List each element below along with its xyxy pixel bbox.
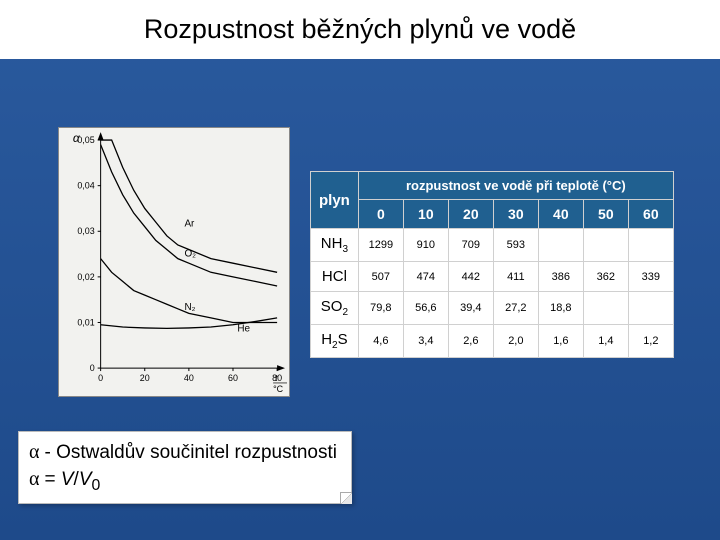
footnote-line1: α - Ostwaldův součinitel rozpustnosti	[29, 439, 337, 466]
table-cell	[628, 229, 673, 262]
table-cell: 593	[493, 229, 538, 262]
table-cell: 362	[583, 262, 628, 292]
temp-col-50: 50	[583, 200, 628, 229]
solubility-chart: 00,010,020,030,040,05α020406080t°CArO₂N₂…	[58, 127, 290, 397]
table-cell: 709	[448, 229, 493, 262]
gas-name: NH3	[311, 229, 359, 262]
table-cell: 411	[493, 262, 538, 292]
table-cell: 1,2	[628, 325, 673, 358]
gas-name: HCl	[311, 262, 359, 292]
table-cell: 3,4	[403, 325, 448, 358]
table-row: SO279,856,639,427,218,8	[311, 292, 674, 325]
table-cell: 27,2	[493, 292, 538, 325]
content-area: 00,010,020,030,040,05α020406080t°CArO₂N₂…	[0, 59, 720, 539]
col-plyn-header: plyn	[311, 172, 359, 229]
svg-text:0,01: 0,01	[77, 317, 94, 327]
table-cell: 2,6	[448, 325, 493, 358]
table-cell: 474	[403, 262, 448, 292]
alpha-symbol: α	[29, 441, 44, 463]
svg-text:0,05: 0,05	[77, 135, 94, 145]
table-row: H2S4,63,42,62,01,61,41,2	[311, 325, 674, 358]
table-row: HCl507474442411386362339	[311, 262, 674, 292]
table-cell: 1,4	[583, 325, 628, 358]
table-cell: 39,4	[448, 292, 493, 325]
svg-text:0,02: 0,02	[77, 272, 94, 282]
svg-text:He: He	[237, 324, 250, 335]
table-cell: 910	[403, 229, 448, 262]
svg-text:0,03: 0,03	[77, 226, 94, 236]
svg-text:60: 60	[228, 373, 238, 383]
svg-text:40: 40	[184, 373, 194, 383]
temp-col-30: 30	[493, 200, 538, 229]
table-cell	[628, 292, 673, 325]
temp-col-10: 10	[403, 200, 448, 229]
solubility-table: plyn rozpustnost ve vodě při teplotě (°C…	[310, 171, 674, 358]
corner-fold-icon	[340, 492, 352, 504]
table-cell: 2,0	[493, 325, 538, 358]
chart-svg: 00,010,020,030,040,05α020406080t°CArO₂N₂…	[59, 128, 289, 396]
footnote-box: α - Ostwaldův součinitel rozpustnosti α …	[18, 431, 352, 504]
table-cell: 442	[448, 262, 493, 292]
slide-title: Rozpustnost běžných plynů ve vodě	[20, 14, 700, 45]
table-cell	[538, 229, 583, 262]
gas-name: H2S	[311, 325, 359, 358]
gas-name: SO2	[311, 292, 359, 325]
svg-text:N₂: N₂	[184, 302, 195, 313]
table-cell: 18,8	[538, 292, 583, 325]
svg-text:0,04: 0,04	[77, 181, 94, 191]
table-cell: 339	[628, 262, 673, 292]
temp-col-40: 40	[538, 200, 583, 229]
table-cell: 79,8	[358, 292, 403, 325]
table-cell: 4,6	[358, 325, 403, 358]
table-cell	[583, 292, 628, 325]
temperature-row: 0102030405060	[311, 200, 674, 229]
svg-text:0: 0	[98, 373, 103, 383]
temperature-header: rozpustnost ve vodě při teplotě (°C)	[358, 172, 673, 200]
title-bar: Rozpustnost běžných plynů ve vodě	[0, 0, 720, 59]
temp-col-0: 0	[358, 200, 403, 229]
table-cell: 1,6	[538, 325, 583, 358]
temp-col-20: 20	[448, 200, 493, 229]
svg-text:°C: °C	[273, 384, 284, 394]
table-cell: 507	[358, 262, 403, 292]
table-row: NH31299910709593	[311, 229, 674, 262]
svg-text:O₂: O₂	[184, 248, 196, 259]
table-cell: 386	[538, 262, 583, 292]
temp-col-60: 60	[628, 200, 673, 229]
svg-text:0: 0	[90, 363, 95, 373]
svg-text:Ar: Ar	[184, 219, 195, 230]
table-cell: 1299	[358, 229, 403, 262]
footnote-line2: α = V/V0	[29, 466, 337, 496]
table-cell	[583, 229, 628, 262]
svg-text:20: 20	[140, 373, 150, 383]
alpha-symbol-2: α	[29, 468, 44, 490]
table-cell: 56,6	[403, 292, 448, 325]
